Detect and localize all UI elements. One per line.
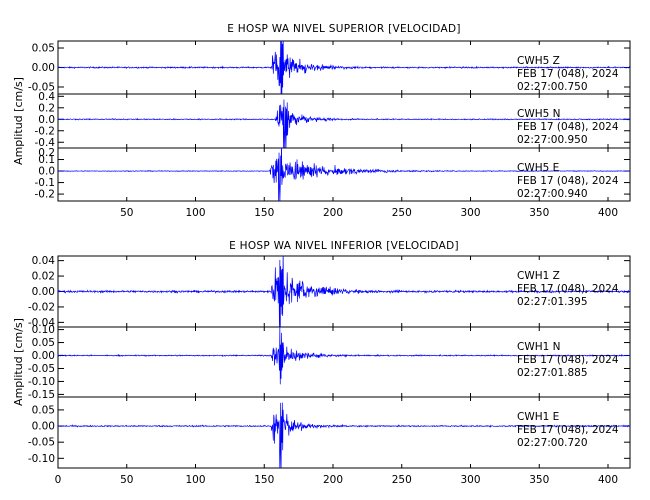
trace-time-label: 02:27:01.885 xyxy=(517,367,588,379)
waveform-line xyxy=(58,327,630,385)
x-tick-label: 150 xyxy=(254,474,274,486)
x-tick-label: 350 xyxy=(529,207,549,219)
x-tick-label: 50 xyxy=(120,207,133,219)
x-tick-label: 150 xyxy=(254,207,274,219)
y-tick-label: 0.02 xyxy=(32,271,55,283)
station-component-label: CWH1 N xyxy=(517,341,560,353)
trace-date-label: FEB 17 (048), 2024 xyxy=(517,283,619,295)
x-tick-label: 100 xyxy=(185,207,205,219)
trace-time-label: 02:27:00.940 xyxy=(517,188,588,200)
trace-date-label: FEB 17 (048), 2024 xyxy=(517,68,619,80)
station-component-label: CWH5 N xyxy=(517,108,560,120)
y-tick-label: 0.1 xyxy=(38,154,55,166)
station-component-label: CWH1 E xyxy=(517,411,559,423)
y-axis-label: Amplitud [cm/s] xyxy=(12,77,25,165)
trace-frame xyxy=(57,147,631,202)
chart-panel-2: E HOSP WA NIVEL INFERIOR [VELOCIDAD] Ampl… xyxy=(12,240,631,486)
chart-title: E HOSP WA NIVEL INFERIOR [VELOCIDAD] xyxy=(229,240,459,252)
y-tick-label: 0.04 xyxy=(32,255,56,267)
y-tick-label: -0.1 xyxy=(35,177,56,189)
trace-frame xyxy=(57,396,631,469)
y-tick-label: -0.05 xyxy=(28,363,55,375)
chart-panel-1: E HOSP WA NIVEL SUPERIOR [VELOCIDAD] Ampl… xyxy=(12,23,631,219)
y-tick-label: 0.2 xyxy=(38,147,55,159)
x-tick-label: 0 xyxy=(55,474,62,486)
x-tick-label: 400 xyxy=(598,207,618,219)
trace-date-label: FEB 17 (048), 2024 xyxy=(517,175,619,187)
y-tick-label: -0.04 xyxy=(28,317,55,329)
y-tick-label: -0.10 xyxy=(28,453,55,465)
y-tick-label: -0.4 xyxy=(35,137,56,149)
trace-time-label: 02:27:01.395 xyxy=(517,296,588,308)
x-tick-label: 50 xyxy=(120,474,133,486)
station-component-label: CWH5 Z xyxy=(517,55,560,67)
x-tick-label: 200 xyxy=(323,474,343,486)
y-tick-label: -0.02 xyxy=(28,301,55,313)
y-tick-label: 0.00 xyxy=(32,62,55,74)
x-tick-label: 250 xyxy=(392,207,412,219)
y-tick-label: -0.05 xyxy=(28,81,55,93)
y-tick-label: 0.00 xyxy=(32,421,55,433)
waveform-line xyxy=(58,402,630,468)
x-tick-label: 100 xyxy=(185,474,205,486)
x-tick-label: 300 xyxy=(460,474,480,486)
waveform-line xyxy=(58,99,630,148)
station-component-label: CWH1 Z xyxy=(517,270,560,282)
y-tick-label: 0.05 xyxy=(32,43,55,55)
x-tick-label: 250 xyxy=(392,474,412,486)
y-tick-label: 0.2 xyxy=(38,102,55,114)
y-tick-label: 0.0 xyxy=(38,114,55,126)
y-tick-label: 0.4 xyxy=(38,91,55,103)
y-tick-label: 0.00 xyxy=(32,350,55,362)
waveform-line xyxy=(58,41,630,94)
waveform-line xyxy=(58,256,630,327)
chart-title: E HOSP WA NIVEL SUPERIOR [VELOCIDAD] xyxy=(227,23,461,35)
y-tick-label: -0.10 xyxy=(28,376,55,388)
y-tick-label: -0.2 xyxy=(35,125,56,137)
trace-date-label: FEB 17 (048), 2024 xyxy=(517,121,619,133)
station-component-label: CWH5 E xyxy=(517,162,559,174)
y-tick-label: 0.00 xyxy=(32,286,55,298)
waveform-line xyxy=(58,148,630,201)
x-tick-label: 400 xyxy=(598,474,618,486)
y-tick-label: 0.05 xyxy=(32,337,55,349)
x-tick-label: 350 xyxy=(529,474,549,486)
x-tick-label: 200 xyxy=(323,207,343,219)
y-tick-label: 0.05 xyxy=(32,404,55,416)
trace-date-label: FEB 17 (048), 2024 xyxy=(517,424,619,436)
y-tick-label: -0.2 xyxy=(35,189,56,201)
trace-date-label: FEB 17 (048), 2024 xyxy=(517,354,619,366)
y-tick-label: 0.10 xyxy=(32,324,55,336)
y-axis-label: Amplitud [cm/s] xyxy=(12,318,25,406)
x-tick-label: 300 xyxy=(460,207,480,219)
y-tick-label: -0.05 xyxy=(28,437,55,449)
trace-time-label: 02:27:00.720 xyxy=(517,437,588,449)
y-tick-label: 0.0 xyxy=(38,166,55,178)
y-tick-label: -0.15 xyxy=(28,389,55,401)
trace-time-label: 02:27:00.950 xyxy=(517,134,588,146)
trace-time-label: 02:27:00.750 xyxy=(517,81,588,93)
